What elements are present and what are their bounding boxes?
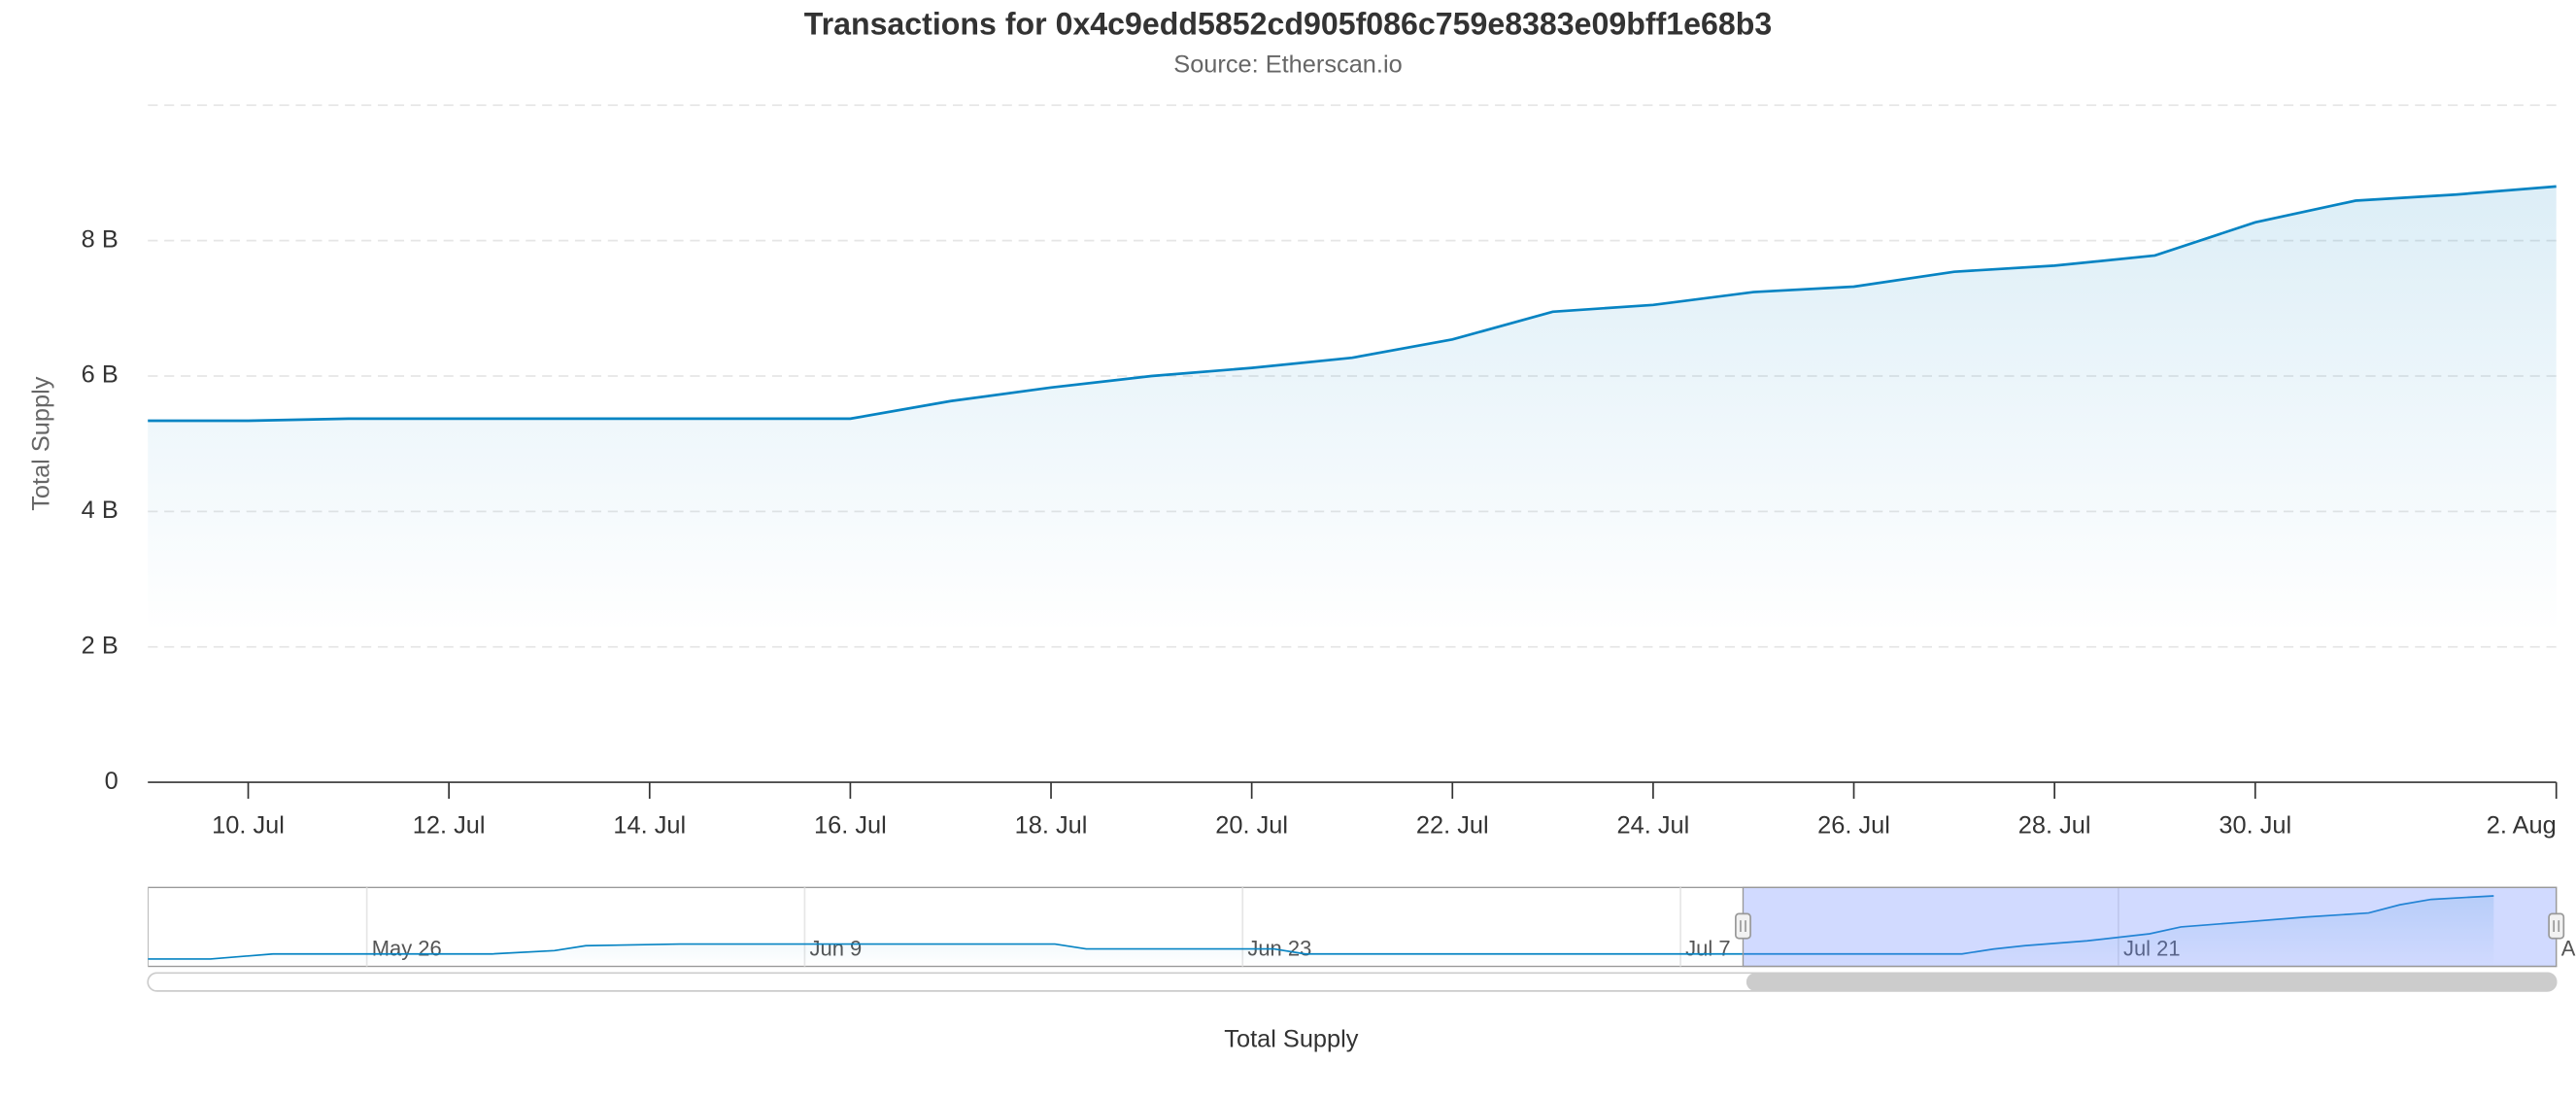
y-tick-label: 4 B xyxy=(82,497,119,524)
chart-title: Transactions for 0x4c9edd5852cd905f086c7… xyxy=(804,7,1773,42)
y-tick-label: 0 xyxy=(105,768,119,795)
navigator-area xyxy=(148,895,2494,967)
y-tick-label: 8 B xyxy=(82,225,119,253)
navigator-mask[interactable] xyxy=(1742,886,2558,968)
x-tick-label: 18. Jul xyxy=(1015,811,1088,839)
x-tick-label: 14. Jul xyxy=(613,811,686,839)
scrollbar-thumb[interactable] xyxy=(1746,973,2557,991)
series-line xyxy=(148,185,2557,423)
x-tick-label: 20. Jul xyxy=(1215,811,1288,839)
main-plot: 0 2 B 4 B 6 B 8 B 10. Jul 12. Jul 14. Jul 16. Ju… xyxy=(82,104,2558,839)
legend[interactable]: Total Supply xyxy=(1224,1025,1358,1052)
y-tick-label: 6 B xyxy=(82,361,119,389)
x-tick-label: 22. Jul xyxy=(1416,811,1489,839)
x-tick-label: 10. Jul xyxy=(212,811,285,839)
navigator-line xyxy=(148,895,2494,960)
navigator-tick-label: Au xyxy=(2561,936,2576,960)
navigator-overlay xyxy=(1735,886,2565,991)
x-tick-label: 24. Jul xyxy=(1617,811,1690,839)
x-tick-label: 30. Jul xyxy=(2219,811,2291,839)
navigator-handle[interactable] xyxy=(2548,912,2565,940)
y-axis-title: Total Supply xyxy=(28,376,55,510)
area-fill xyxy=(148,186,2557,783)
x-tick-label: 12. Jul xyxy=(413,811,486,839)
chart-subtitle: Source: Etherscan.io xyxy=(1173,51,1402,78)
x-tick-label: 16. Jul xyxy=(814,811,887,839)
x-tick-label: 28. Jul xyxy=(2018,811,2091,839)
x-tick-label: 26. Jul xyxy=(1817,811,1890,839)
navigator-handle[interactable] xyxy=(1735,912,1751,940)
legend-item[interactable]: Total Supply xyxy=(1224,1025,1358,1052)
y-tick-label: 2 B xyxy=(82,632,119,659)
x-tick-label: 2. Aug xyxy=(2487,811,2557,839)
